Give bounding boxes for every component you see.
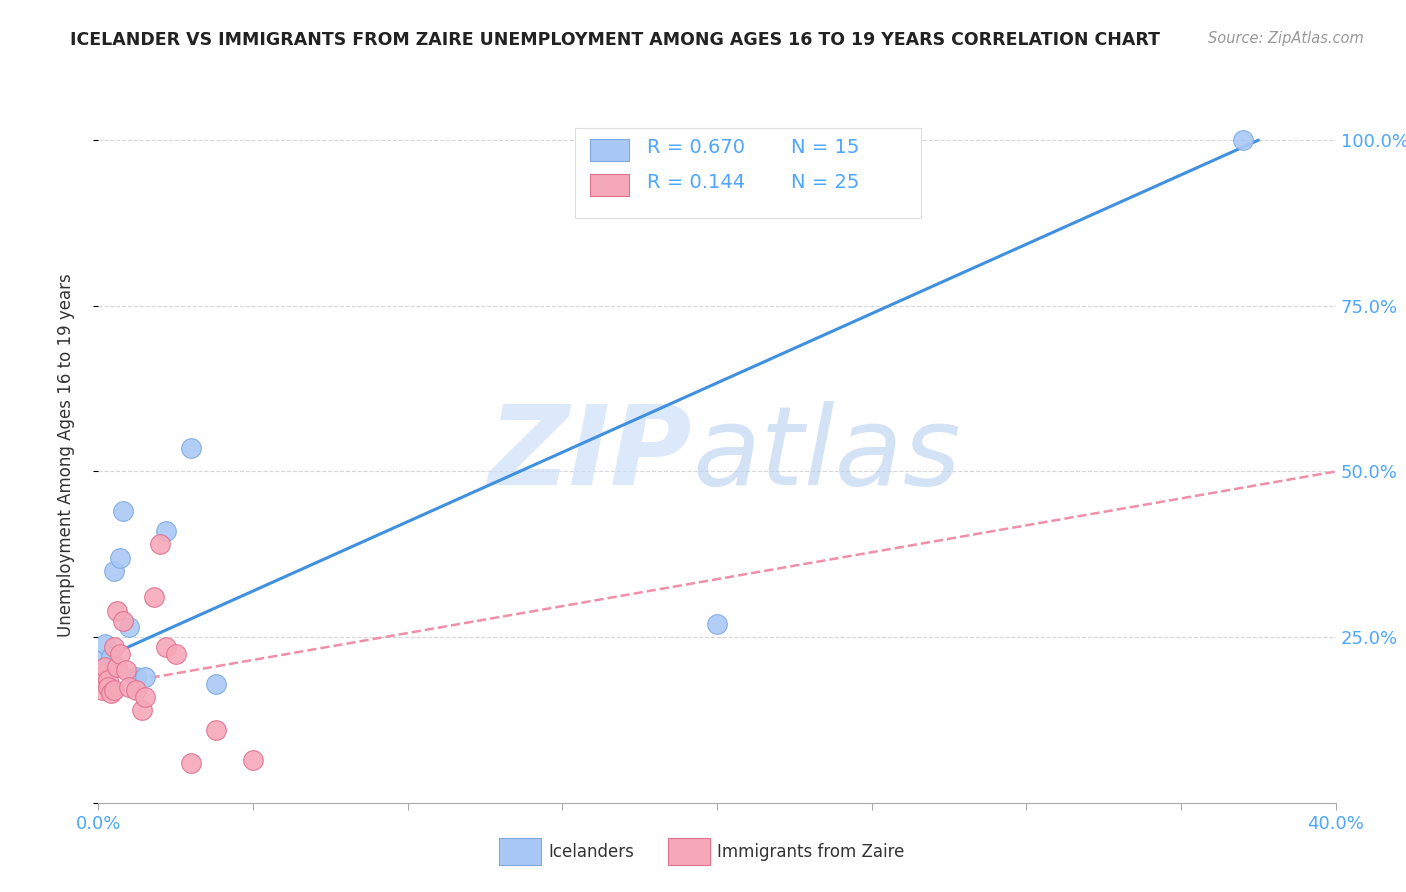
Point (205, 723, 228, 737)
Point (118, 620, 141, 634)
Point (90, 666, 112, 681)
Point (100, 650, 122, 665)
Bar (589, 174, 630, 196)
Point (112, 614, 135, 628)
Point (118, 680, 141, 694)
Point (155, 524, 177, 538)
Point (143, 591, 166, 605)
Point (108, 550, 131, 565)
Point (105, 660, 128, 674)
Point (180, 756, 202, 770)
Point (149, 537, 172, 551)
Text: ZIP: ZIP (489, 401, 692, 508)
Point (97, 680, 120, 694)
Point (103, 564, 125, 578)
Text: R = 0.670: R = 0.670 (647, 138, 745, 157)
Text: N = 15: N = 15 (792, 138, 859, 157)
Point (165, 647, 187, 661)
Text: Immigrants from Zaire: Immigrants from Zaire (717, 843, 904, 861)
Point (112, 504, 135, 518)
Text: N = 25: N = 25 (792, 173, 859, 192)
Text: ICELANDER VS IMMIGRANTS FROM ZAIRE UNEMPLOYMENT AMONG AGES 16 TO 19 YEARS CORREL: ICELANDER VS IMMIGRANTS FROM ZAIRE UNEMP… (70, 31, 1160, 49)
Point (134, 670, 156, 684)
Point (115, 663, 138, 677)
Text: Source: ZipAtlas.com: Source: ZipAtlas.com (1208, 31, 1364, 46)
Y-axis label: Unemployment Among Ages 16 to 19 years: Unemployment Among Ages 16 to 19 years (56, 273, 75, 637)
Point (90, 683, 112, 698)
Point (706, 616, 728, 631)
Point (103, 683, 125, 698)
Point (90, 653, 112, 667)
Point (131, 703, 153, 717)
Point (93, 673, 115, 688)
Text: atlas: atlas (692, 401, 960, 508)
Point (124, 683, 146, 698)
Point (242, 753, 264, 767)
Point (205, 676, 228, 690)
Text: Icelanders: Icelanders (548, 843, 634, 861)
Point (100, 686, 122, 700)
Bar (589, 139, 630, 161)
Point (180, 442, 202, 456)
Point (103, 640, 125, 654)
FancyBboxPatch shape (575, 128, 921, 219)
Point (1232, 133, 1254, 147)
Point (108, 647, 131, 661)
Point (134, 690, 156, 704)
Point (97, 673, 120, 688)
Text: R = 0.144: R = 0.144 (647, 173, 745, 192)
Point (105, 604, 128, 618)
Point (155, 640, 177, 654)
Point (97, 663, 120, 677)
Point (124, 670, 146, 684)
Point (93, 660, 115, 674)
Point (93, 637, 115, 651)
